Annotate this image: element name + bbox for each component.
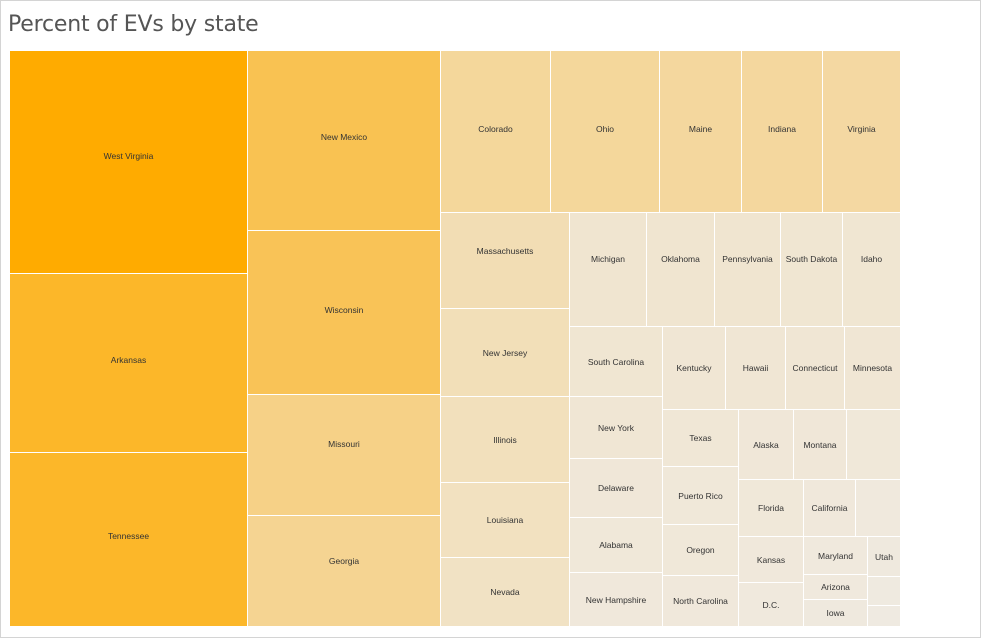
treemap-tile[interactable]: Tennessee [10, 453, 248, 627]
tile-label: Georgia [328, 556, 360, 566]
treemap-tile[interactable]: Arkansas [10, 274, 248, 453]
treemap-tile[interactable]: Ohio [551, 51, 660, 213]
treemap-tile[interactable]: Hawaii [726, 327, 786, 410]
treemap-plot-area: West Virginia Arkansas Tennessee New Mexico… [10, 51, 901, 627]
treemap-tile[interactable]: Pennsylvania [715, 213, 781, 327]
tile-label: Utah [875, 552, 893, 562]
treemap-tile[interactable]: Nevada [441, 558, 570, 627]
tile-label: Maryland [818, 551, 853, 561]
treemap-tile[interactable]: Connecticut [786, 327, 845, 410]
tile-label: Florida [758, 503, 784, 513]
treemap-tile[interactable]: Kansas [739, 537, 804, 583]
treemap-tile[interactable]: Alaska [739, 410, 794, 480]
treemap-tile[interactable]: Massachusetts [441, 213, 570, 309]
treemap-tile[interactable]: Kentucky [663, 327, 726, 410]
treemap-tile[interactable]: California [804, 480, 856, 537]
treemap-tile[interactable] [868, 577, 901, 606]
tile-label: Colorado [478, 124, 513, 134]
tile-label: Delaware [598, 483, 634, 493]
treemap-tile[interactable]: New Mexico [248, 51, 441, 231]
treemap-tile[interactable]: Utah [868, 537, 901, 577]
treemap-tile[interactable]: Alabama [570, 518, 663, 573]
treemap-tile[interactable]: Illinois [441, 397, 570, 483]
treemap-tile[interactable]: D.C. [739, 583, 804, 627]
tile-label: Tennessee [107, 531, 150, 541]
tile-label: Connecticut [792, 363, 838, 373]
treemap-tile[interactable]: Iowa [804, 600, 868, 627]
treemap-tile[interactable] [868, 606, 901, 627]
treemap-tile[interactable]: Colorado [441, 51, 551, 213]
tile-label: Alaska [753, 440, 779, 450]
tile-label: Pennsylvania [722, 254, 773, 264]
treemap-tile[interactable]: Louisiana [441, 483, 570, 558]
treemap-tile[interactable]: Oklahoma [647, 213, 715, 327]
treemap-tile[interactable]: Delaware [570, 459, 663, 518]
tile-label: New Jersey [482, 348, 528, 358]
treemap-tile[interactable]: Virginia [823, 51, 901, 213]
treemap-tile[interactable] [856, 480, 901, 537]
treemap-tile[interactable]: New Hampshire [570, 573, 663, 627]
tile-label: Hawaii [742, 363, 769, 373]
treemap-tile[interactable]: South Carolina [570, 327, 663, 397]
tile-label: Arizona [821, 582, 850, 592]
treemap-tile[interactable]: Georgia [248, 516, 441, 627]
tile-label: Arkansas [110, 355, 147, 365]
tile-label: Wisconsin [324, 305, 364, 315]
tile-label: Puerto Rico [678, 491, 723, 501]
treemap-tile[interactable]: Montana [794, 410, 847, 480]
treemap-tile[interactable]: Florida [739, 480, 804, 537]
tile-label: New Mexico [320, 132, 368, 142]
treemap-tile[interactable]: Michigan [570, 213, 647, 327]
treemap-tile[interactable]: Minnesota [845, 327, 901, 410]
treemap-tile[interactable]: West Virginia [10, 51, 248, 274]
tile-label: Maine [688, 124, 713, 134]
tile-label: Idaho [860, 254, 883, 264]
treemap-tile[interactable]: Oregon [663, 525, 739, 576]
tile-label: South Carolina [587, 357, 645, 367]
tile-label: Oklahoma [661, 254, 700, 264]
treemap-tile[interactable]: Idaho [843, 213, 901, 327]
tile-label: Missouri [328, 439, 360, 449]
tile-label: South Dakota [785, 254, 838, 264]
treemap-tile[interactable]: Maryland [804, 537, 868, 575]
chart-title: Percent of EVs by state [8, 12, 259, 37]
treemap-tile[interactable]: Wisconsin [248, 231, 441, 395]
tile-label: West Virginia [103, 151, 154, 161]
tile-label: Michigan [590, 254, 626, 264]
tile-label: New Hampshire [585, 595, 647, 605]
tile-label: Kentucky [676, 363, 712, 373]
tile-label: Alabama [599, 540, 633, 550]
treemap-tile[interactable]: Missouri [248, 395, 441, 516]
tile-label: New York [598, 423, 634, 433]
tile-label: Nevada [490, 587, 520, 597]
tile-label: North Carolina [673, 596, 728, 606]
treemap-tile[interactable]: New Jersey [441, 309, 570, 397]
treemap-tile[interactable]: Texas [663, 410, 739, 467]
treemap-tile[interactable]: New York [570, 397, 663, 459]
tile-label: Illinois [493, 435, 517, 445]
tile-label: Montana [803, 440, 837, 450]
treemap-tile[interactable]: Puerto Rico [663, 467, 739, 525]
treemap-tile[interactable]: Arizona [804, 575, 868, 600]
tile-label: Ohio [596, 124, 614, 134]
tile-label: Oregon [686, 545, 715, 555]
tile-label: Minnesota [852, 363, 893, 373]
tile-label: Massachusetts [476, 246, 534, 256]
tile-label: Indiana [768, 124, 796, 134]
treemap-tile[interactable]: Indiana [742, 51, 823, 213]
tile-label: D.C. [762, 600, 780, 610]
treemap-tile[interactable]: North Carolina [663, 576, 739, 627]
treemap-tile[interactable]: South Dakota [781, 213, 843, 327]
tile-label: Texas [689, 433, 712, 443]
treemap-tile[interactable]: Maine [660, 51, 742, 213]
tile-label: California [811, 503, 848, 513]
tile-label: Iowa [826, 608, 845, 618]
tile-label: Kansas [756, 555, 786, 565]
treemap-tile[interactable] [847, 410, 901, 480]
tile-label: Louisiana [486, 515, 524, 525]
tile-label: Virginia [847, 124, 876, 134]
